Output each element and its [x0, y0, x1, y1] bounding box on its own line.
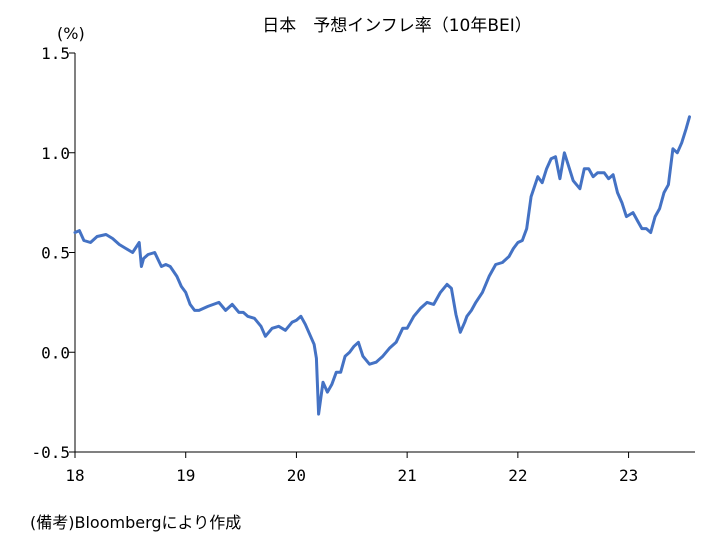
series-line: [73, 115, 691, 416]
x-tick-label: 18: [65, 466, 84, 485]
axes: [74, 53, 695, 453]
x-tick-label: 22: [508, 466, 527, 485]
x-tick-label: 20: [287, 466, 306, 485]
chart-title: 日本 予想インフレ率（10年BEI）: [262, 16, 532, 36]
y-axis-ticks: 1.5 1.0 0.5 0.0 -0.5: [31, 44, 75, 462]
y-axis-unit-label: (%): [57, 24, 85, 43]
y-tick-label: 0.0: [41, 343, 70, 362]
x-tick-label: 21: [398, 466, 417, 485]
y-tick-label: 1.0: [41, 144, 70, 163]
y-tick-label: -0.5: [31, 443, 70, 462]
x-axis-ticks: 18 19 20 21 22 23: [65, 452, 638, 485]
source-note: (備考)Bloombergにより作成: [30, 513, 242, 532]
x-tick-label: 19: [176, 466, 195, 485]
x-tick-label: 23: [619, 466, 638, 485]
y-tick-label: 1.5: [41, 44, 70, 63]
y-tick-label: 0.5: [41, 244, 70, 263]
plot-area: [73, 115, 691, 416]
